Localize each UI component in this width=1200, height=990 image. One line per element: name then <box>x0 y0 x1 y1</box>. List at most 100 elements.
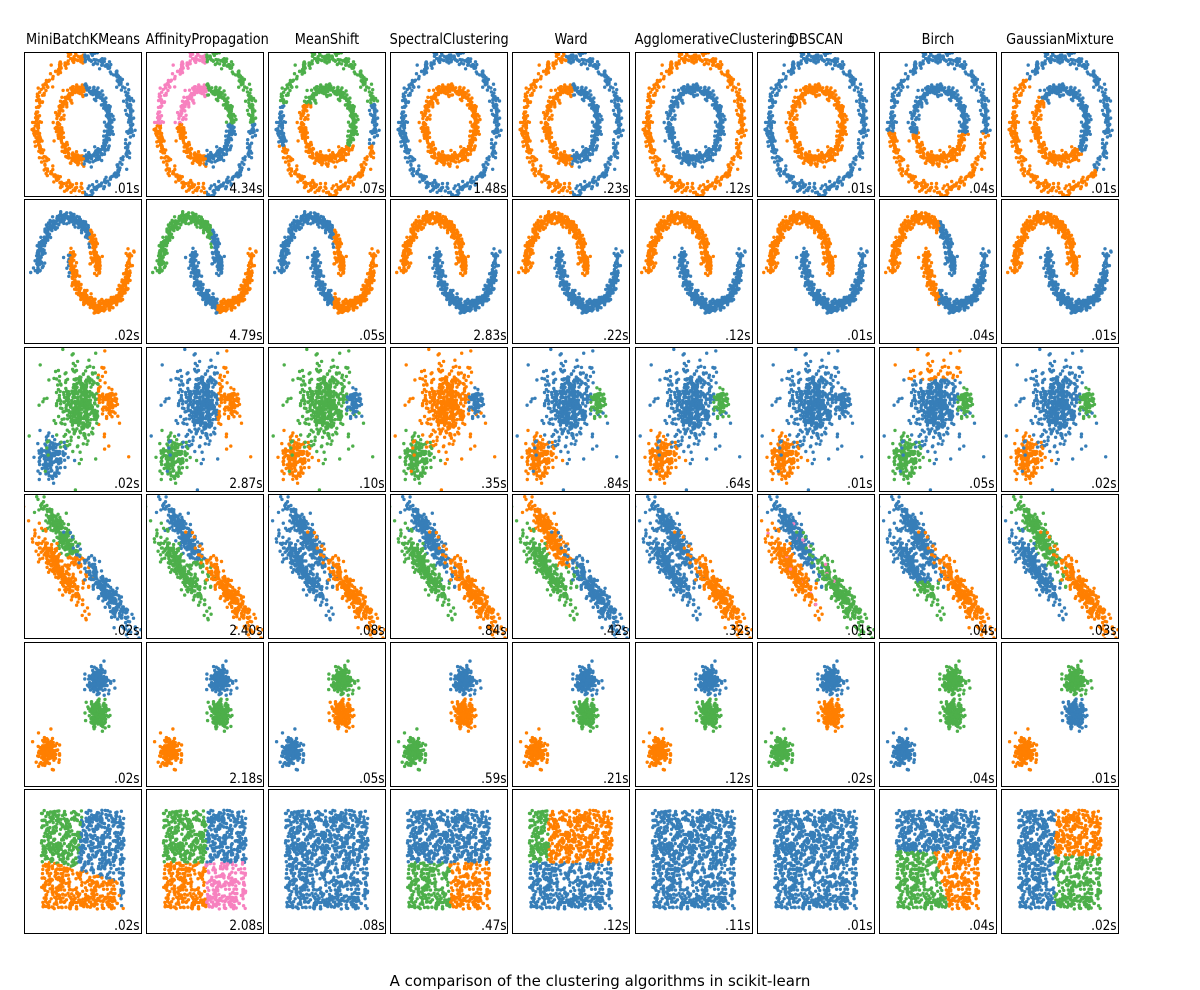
scatter-panel-noisy_circles-affinitypropagation: 4.34s <box>146 52 264 197</box>
runtime-label: 2.08s <box>229 919 262 933</box>
scatter-panel-noisy_moons-minibatchkmeans: .02s <box>24 199 142 344</box>
runtime-label: 1.48s <box>473 182 506 196</box>
scatter-plot <box>636 643 753 787</box>
runtime-label: .12s <box>725 772 750 786</box>
runtime-label: .11s <box>725 919 750 933</box>
runtime-label: .08s <box>359 624 384 638</box>
scatter-plot <box>25 200 142 344</box>
scatter-plot <box>25 53 142 197</box>
scatter-panel-varied-dbscan: .01s <box>757 347 875 492</box>
runtime-label: 4.34s <box>229 182 262 196</box>
scatter-panel-aniso-spectralclustering: .84s <box>390 494 508 639</box>
column-title-minibatchkmeans: MiniBatchKMeans <box>24 30 143 50</box>
scatter-panel-varied-spectralclustering: .35s <box>390 347 508 492</box>
scatter-panel-varied-agglomerativeclustering: .64s <box>635 347 753 492</box>
runtime-label: 2.83s <box>473 329 506 343</box>
scatter-panel-blobs-meanshift: .05s <box>268 642 386 787</box>
scatter-plot <box>25 348 142 492</box>
runtime-label: .42s <box>603 624 628 638</box>
scatter-panel-aniso-ward: .42s <box>512 494 630 639</box>
scatter-panel-noisy_moons-affinitypropagation: 4.79s <box>146 199 264 344</box>
column-title-dbscan: DBSCAN <box>756 30 875 50</box>
scatter-panel-no_structure-birch: .04s <box>879 789 997 934</box>
scatter-panel-no_structure-meanshift: .08s <box>268 789 386 934</box>
scatter-panel-blobs-agglomerativeclustering: .12s <box>635 642 753 787</box>
runtime-label: .02s <box>115 624 140 638</box>
runtime-label: 2.87s <box>229 477 262 491</box>
scatter-panel-varied-birch: .05s <box>879 347 997 492</box>
scatter-plot <box>147 643 264 787</box>
scatter-plot <box>636 200 753 344</box>
scatter-panel-noisy_moons-agglomerativeclustering: .12s <box>635 199 753 344</box>
runtime-label: .84s <box>603 477 628 491</box>
runtime-label: .04s <box>969 329 994 343</box>
runtime-label: .01s <box>847 477 872 491</box>
scatter-plot <box>147 53 264 197</box>
scatter-plot <box>147 790 264 934</box>
scatter-plot <box>758 200 875 344</box>
scatter-plot <box>880 348 997 492</box>
scatter-panel-noisy_moons-birch: .04s <box>879 199 997 344</box>
scatter-panel-no_structure-dbscan: .01s <box>757 789 875 934</box>
scatter-plot <box>269 790 386 934</box>
runtime-label: .02s <box>115 477 140 491</box>
runtime-label: 2.18s <box>229 772 262 786</box>
scatter-panel-varied-minibatchkmeans: .02s <box>24 347 142 492</box>
scatter-plot <box>513 643 630 787</box>
scatter-panel-noisy_circles-dbscan: .01s <box>757 52 875 197</box>
scatter-plot <box>758 643 875 787</box>
scatter-plot <box>269 643 386 787</box>
runtime-label: .64s <box>725 477 750 491</box>
scatter-plot <box>147 348 264 492</box>
scatter-plot <box>147 495 264 639</box>
scatter-plot <box>880 53 997 197</box>
scatter-panel-noisy_moons-spectralclustering: 2.83s <box>390 199 508 344</box>
scatter-plot <box>636 53 753 197</box>
scatter-panel-varied-meanshift: .10s <box>268 347 386 492</box>
scatter-panel-noisy_circles-meanshift: .07s <box>268 52 386 197</box>
runtime-label: .84s <box>481 624 506 638</box>
scatter-plot <box>758 53 875 197</box>
scatter-panel-noisy_circles-birch: .04s <box>879 52 997 197</box>
runtime-label: .12s <box>603 919 628 933</box>
scatter-panel-blobs-ward: .21s <box>512 642 630 787</box>
scatter-plot <box>391 53 508 197</box>
runtime-label: .02s <box>1091 477 1116 491</box>
scatter-plot <box>513 200 630 344</box>
scatter-plot <box>1002 348 1119 492</box>
scatter-plot <box>758 348 875 492</box>
scatter-panel-aniso-gaussianmixture: .03s <box>1001 494 1119 639</box>
runtime-label: .08s <box>359 919 384 933</box>
figure-caption: A comparison of the clustering algorithm… <box>0 972 1200 990</box>
scatter-plot <box>269 348 386 492</box>
column-title-agglomerativeclustering: AgglomerativeClustering <box>634 30 753 50</box>
runtime-label: .03s <box>1091 624 1116 638</box>
column-title-affinitypropagation: AffinityPropagation <box>146 30 265 50</box>
scatter-panel-noisy_moons-ward: .22s <box>512 199 630 344</box>
scatter-panel-varied-gaussianmixture: .02s <box>1001 347 1119 492</box>
scatter-plot <box>391 348 508 492</box>
scatter-panel-blobs-affinitypropagation: 2.18s <box>146 642 264 787</box>
scatter-panel-aniso-dbscan: .01s <box>757 494 875 639</box>
runtime-label: .05s <box>969 477 994 491</box>
runtime-label: .35s <box>481 477 506 491</box>
scatter-plot <box>513 348 630 492</box>
column-title-birch: Birch <box>878 30 997 50</box>
runtime-label: .02s <box>847 772 872 786</box>
runtime-label: .02s <box>115 772 140 786</box>
runtime-label: .21s <box>603 772 628 786</box>
scatter-panel-varied-ward: .84s <box>512 347 630 492</box>
scatter-plot <box>758 790 875 934</box>
scatter-panel-noisy_circles-ward: .23s <box>512 52 630 197</box>
scatter-panel-aniso-birch: .04s <box>879 494 997 639</box>
runtime-label: .04s <box>969 182 994 196</box>
runtime-label: .04s <box>969 624 994 638</box>
scatter-plot <box>513 495 630 639</box>
scatter-plot <box>1002 643 1119 787</box>
scatter-panel-blobs-spectralclustering: .59s <box>390 642 508 787</box>
scatter-panel-noisy_moons-dbscan: .01s <box>757 199 875 344</box>
scatter-plot <box>513 790 630 934</box>
runtime-label: .01s <box>847 182 872 196</box>
runtime-label: .22s <box>603 329 628 343</box>
runtime-label: .01s <box>847 919 872 933</box>
